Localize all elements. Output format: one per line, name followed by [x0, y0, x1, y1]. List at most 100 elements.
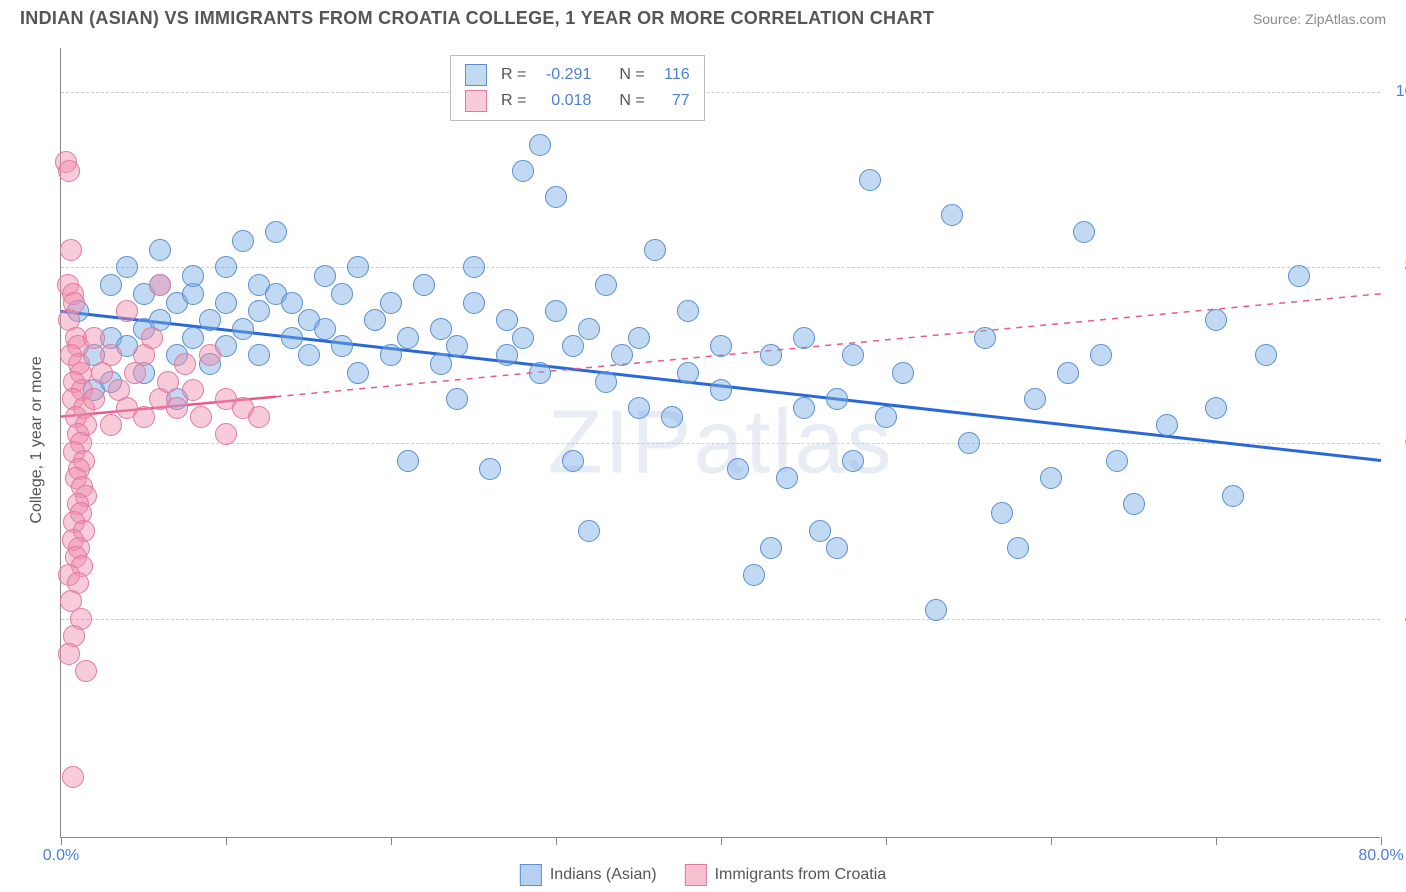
data-point — [529, 362, 551, 384]
data-point — [190, 406, 212, 428]
x-tick — [226, 837, 227, 845]
data-point — [446, 388, 468, 410]
legend-swatch — [465, 90, 487, 112]
legend-item: Immigrants from Croatia — [685, 864, 887, 886]
data-point — [1123, 493, 1145, 515]
data-point — [1255, 344, 1277, 366]
data-point — [60, 239, 82, 261]
data-point — [248, 406, 270, 428]
data-point — [760, 537, 782, 559]
x-tick — [556, 837, 557, 845]
data-point — [1073, 221, 1095, 243]
x-tick — [886, 837, 887, 845]
data-point — [991, 502, 1013, 524]
data-point — [199, 309, 221, 331]
data-point — [826, 388, 848, 410]
data-point — [430, 353, 452, 375]
data-point — [958, 432, 980, 454]
data-point — [166, 397, 188, 419]
legend-swatch — [685, 864, 707, 886]
data-point — [644, 239, 666, 261]
data-point — [281, 292, 303, 314]
data-point — [380, 292, 402, 314]
data-point — [611, 344, 633, 366]
data-point — [1090, 344, 1112, 366]
data-point — [1024, 388, 1046, 410]
data-point — [710, 335, 732, 357]
x-tick — [1381, 837, 1382, 845]
y-tick-label: 60.0% — [1390, 434, 1406, 452]
chart-header: INDIAN (ASIAN) VS IMMIGRANTS FROM CROATI… — [0, 0, 1406, 33]
data-point — [75, 660, 97, 682]
data-point — [545, 300, 567, 322]
x-tick — [1216, 837, 1217, 845]
stat-n-label: N = — [619, 66, 644, 84]
data-point — [100, 414, 122, 436]
data-point — [116, 300, 138, 322]
legend-item: Indians (Asian) — [520, 864, 657, 886]
data-point — [215, 292, 237, 314]
stat-r-value: 0.018 — [536, 92, 591, 110]
data-point — [182, 327, 204, 349]
legend-swatch — [520, 864, 542, 886]
data-point — [479, 458, 501, 480]
data-point — [793, 327, 815, 349]
stat-r-label: R = — [501, 92, 526, 110]
data-point — [133, 406, 155, 428]
data-point — [232, 318, 254, 340]
gridline — [61, 267, 1380, 268]
legend-swatch — [465, 64, 487, 86]
data-point — [83, 327, 105, 349]
data-point — [595, 371, 617, 393]
data-point — [314, 318, 336, 340]
data-point — [265, 221, 287, 243]
data-point — [892, 362, 914, 384]
data-point — [925, 599, 947, 621]
data-point — [710, 379, 732, 401]
stats-legend: R = -0.291N = 116R = 0.018N = 77 — [450, 55, 705, 121]
data-point — [446, 335, 468, 357]
data-point — [364, 309, 386, 331]
data-point — [578, 318, 600, 340]
stat-n-value: 77 — [655, 92, 690, 110]
data-point — [578, 520, 600, 542]
data-point — [1156, 414, 1178, 436]
data-point — [1205, 309, 1227, 331]
data-point — [529, 134, 551, 156]
data-point — [1007, 537, 1029, 559]
data-point — [463, 256, 485, 278]
data-point — [281, 327, 303, 349]
x-tick — [721, 837, 722, 845]
data-point — [941, 204, 963, 226]
data-point — [1222, 485, 1244, 507]
data-point — [116, 256, 138, 278]
data-point — [314, 265, 336, 287]
data-point — [83, 388, 105, 410]
stats-row: R = 0.018 N = 77 — [465, 88, 690, 114]
y-tick-label: 100.0% — [1390, 83, 1406, 101]
x-tick — [1051, 837, 1052, 845]
data-point — [628, 397, 650, 419]
data-point — [149, 274, 171, 296]
data-point — [512, 160, 534, 182]
data-point — [100, 274, 122, 296]
stat-n-label: N = — [619, 92, 644, 110]
chart-source: Source: ZipAtlas.com — [1253, 11, 1386, 27]
y-tick-label: 80.0% — [1390, 258, 1406, 276]
data-point — [232, 230, 254, 252]
data-point — [100, 344, 122, 366]
data-point — [512, 327, 534, 349]
data-point — [727, 458, 749, 480]
stat-r-value: -0.291 — [536, 66, 591, 84]
data-point — [743, 564, 765, 586]
data-point — [157, 371, 179, 393]
data-point — [215, 423, 237, 445]
data-point — [628, 327, 650, 349]
x-tick — [391, 837, 392, 845]
data-point — [58, 643, 80, 665]
data-point — [149, 239, 171, 261]
data-point — [595, 274, 617, 296]
stat-r-label: R = — [501, 66, 526, 84]
gridline — [61, 92, 1380, 93]
data-point — [677, 362, 699, 384]
